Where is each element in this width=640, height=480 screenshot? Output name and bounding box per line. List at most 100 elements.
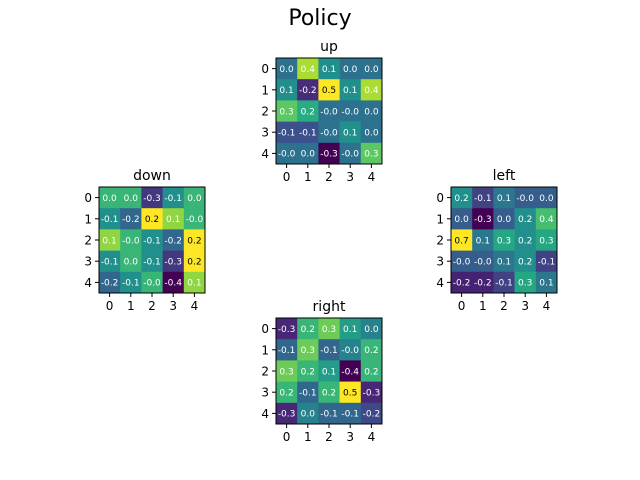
cell-label: -0.2 (122, 215, 140, 225)
heatmap-cell (339, 360, 362, 382)
heatmap-cell (297, 121, 319, 144)
cell-label: 0.0 (102, 194, 117, 204)
heatmap-cell (514, 250, 537, 273)
cell-label: 0.3 (279, 107, 293, 117)
heatmap-cell (339, 142, 362, 165)
cell-label: 0.0 (364, 129, 379, 139)
cell-label: 0.1 (343, 325, 357, 335)
heatmap-cell (276, 318, 298, 340)
heatmap-cell (360, 402, 383, 425)
cell-label: 0.0 (343, 65, 358, 75)
heatmap-cell (339, 58, 362, 80)
heatmap-cell (472, 187, 494, 209)
cell-label: -0.2 (164, 236, 182, 246)
cell-label: -0.1 (278, 129, 296, 139)
heatmap-cell (451, 271, 473, 294)
y-tick-label: 4 (84, 276, 92, 290)
cell-label: 0.2 (364, 346, 378, 356)
y-tick-label: 3 (261, 126, 269, 140)
heatmap-cell (141, 271, 163, 294)
heatmap-cell (318, 381, 340, 404)
y-tick-label: 2 (261, 105, 269, 119)
cell-label: -0.0 (474, 258, 492, 268)
heatmap-cell (514, 229, 537, 251)
cell-label: -0.3 (164, 258, 182, 268)
x-tick-label: 2 (148, 299, 156, 313)
heatmap-cell (276, 360, 298, 382)
cell-label: -0.1 (495, 279, 513, 289)
cell-label: 0.0 (124, 258, 139, 268)
heatmap-title: down (133, 168, 171, 184)
heatmap-cell (318, 402, 340, 425)
heatmap-cell (276, 100, 298, 122)
heatmap-cell (318, 58, 340, 80)
heatmap-cell (472, 271, 494, 294)
heatmap-cell (451, 187, 473, 209)
cell-label: -0.0 (122, 236, 140, 246)
cell-label: 0.1 (279, 86, 293, 96)
heatmap-cell (318, 100, 340, 122)
cell-label: -0.3 (320, 150, 338, 160)
heatmap-cell (162, 187, 185, 209)
cell-label: 0.1 (322, 367, 336, 377)
heatmap-cell (493, 208, 515, 230)
heatmap-cell (493, 271, 515, 294)
cell-label: -0.3 (474, 215, 492, 225)
y-tick-label: 0 (261, 62, 269, 76)
heatmap-cell (535, 187, 558, 209)
heatmap-cell (360, 100, 383, 122)
heatmap-cell (297, 360, 319, 382)
cell-label: 0.2 (518, 215, 532, 225)
cell-label: 0.1 (497, 258, 511, 268)
cell-label: 0.1 (539, 279, 553, 289)
y-tick-label: 3 (261, 386, 269, 400)
heatmap-cell (535, 229, 558, 251)
heatmap-cell (297, 339, 319, 361)
heatmap-cell (535, 271, 558, 294)
y-tick-label: 1 (261, 343, 269, 357)
cell-label: -0.0 (341, 107, 359, 117)
heatmap-cell (451, 208, 473, 230)
cell-label: -0.1 (122, 279, 140, 289)
x-tick-label: 1 (304, 430, 312, 444)
cell-label: -0.1 (320, 346, 338, 356)
heatmap-title: right (313, 299, 346, 315)
cell-label: -0.0 (320, 107, 338, 117)
heatmap-cell (339, 121, 362, 144)
cell-label: 0.1 (343, 129, 357, 139)
x-tick-label: 4 (368, 170, 376, 184)
x-tick-label: 2 (325, 430, 333, 444)
cell-label: -0.3 (278, 325, 296, 335)
heatmap-cell (493, 187, 515, 209)
cell-label: -0.1 (299, 129, 317, 139)
heatmap-cell (339, 402, 362, 425)
cell-label: -0.0 (186, 215, 204, 225)
heatmap-cell (162, 208, 185, 230)
x-tick-label: 3 (346, 170, 354, 184)
heatmap-cell (297, 318, 319, 340)
cell-label: 0.2 (187, 236, 201, 246)
cell-label: -0.4 (341, 367, 359, 377)
cell-label: 0.1 (476, 236, 490, 246)
y-tick-label: 4 (261, 407, 269, 421)
heatmap-cell (339, 79, 362, 101)
heatmap-cell (141, 208, 163, 230)
heatmap-cell (120, 250, 142, 273)
cell-label: -0.3 (363, 389, 381, 399)
heatmap-cell (297, 79, 319, 101)
heatmap-cell (276, 402, 298, 425)
y-tick-label: 1 (261, 83, 269, 97)
cell-label: 0.3 (364, 150, 378, 160)
cell-label: 0.0 (454, 215, 469, 225)
y-tick-label: 0 (261, 322, 269, 336)
heatmap-cell (360, 58, 383, 80)
x-tick-label: 4 (368, 430, 376, 444)
heatmap-cell (339, 381, 362, 404)
cell-label: 0.2 (518, 258, 532, 268)
cell-label: 0.0 (497, 215, 512, 225)
heatmap-cell (339, 318, 362, 340)
heatmap-cell (297, 100, 319, 122)
heatmap-cell (276, 142, 298, 165)
heatmap-cell (276, 381, 298, 404)
cell-label: -0.1 (278, 346, 296, 356)
